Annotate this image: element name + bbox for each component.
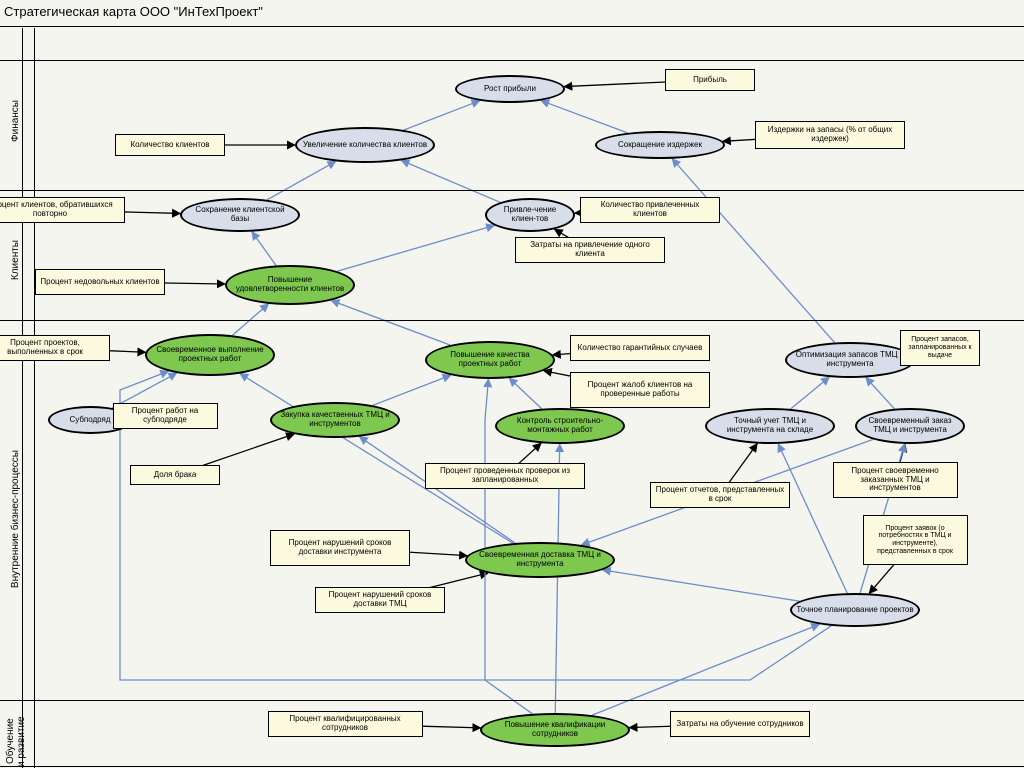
edge [331,300,450,345]
goal-n_retain: Сохранение клиентской базы [180,198,300,232]
kpi-r_request: Процент заявок (о потребностях в ТМЦ и и… [863,515,968,565]
kpi-r_checks: Процент проведенных проверок из запланир… [425,463,585,489]
strategy-map: Стратегическая карта ООО "ИнТехПроект" Ф… [0,0,1024,768]
swimlane-line [0,190,1024,191]
kpi-r_stockplan: Процент запасов, запланированных к выдач… [900,330,980,366]
kpi-r_training: Затраты на обучение сотрудников [670,711,810,737]
goal-n_delivery: Своевременная доставка ТМЦ и инструмента [465,542,615,578]
edge [592,624,819,715]
edge [240,374,513,544]
goal-n_stock: Точный учет ТМЦ и инструмента на складе [705,408,835,444]
edge [900,444,905,462]
kpi-r_costcl: Затраты на привлечение одного клиента [515,237,665,263]
edge [723,139,759,141]
edge [629,726,671,727]
edge [337,225,494,271]
kpi-r_profit: Прибыль [665,69,755,91]
kpi-r_sub: Процент работ на субподряде [113,403,218,429]
goal-n_ontime: Своевременное выполнение проектных работ [145,334,275,376]
edge [519,443,541,463]
perspective-p1: Финансы [10,100,21,142]
page-title: Стратегическая карта ООО "ИнТехПроект" [4,4,263,19]
goal-n_order: Своевременный заказ ТМЦ и инструмента [855,408,965,444]
goal-n_control: Контроль строительно-монтажных работ [495,408,625,444]
goal-n_costs: Сокращение издержек [595,131,725,159]
goal-n_purchq: Закупка качественных ТМЦ и инструментов [270,402,400,438]
edge [359,437,515,543]
kpi-r_defect: Доля брака [130,465,220,485]
goal-n_attract: Привле-чение клиен-тов [485,198,575,232]
edge [267,161,336,199]
swimlane-line [0,60,1024,61]
edge [869,563,895,593]
perspective-p3: Внутренние бизнес-процессы [10,450,21,588]
edge [124,212,180,213]
goal-n_quality: Повышение качества проектных работ [425,341,555,379]
column-line [22,28,23,768]
kpi-r_nclients: Количество клиентов [115,134,225,156]
kpi-r_unhappy: Процент недовольных клиентов [35,269,165,295]
kpi-r_ontime: Процент проектов, выполненных в срок [0,335,110,361]
edge [252,232,276,266]
kpi-r_newcl: Количество привлеченных клиентов [580,197,720,223]
edge [373,375,451,405]
edge [672,159,834,343]
swimlane-line [0,320,1024,321]
kpi-r_complain: Процент жалоб клиентов на проверенные ра… [570,372,710,408]
kpi-r_ordered: Процент своевременно заказанных ТМЦ и ин… [833,462,958,498]
kpi-r_deltool: Процент нарушений сроков доставки инстру… [270,530,410,566]
edge [791,377,830,409]
goal-n_clients: Увеличение количества клиентов [295,127,435,163]
goal-n_satisf: Повышение удовлетворенности клиентов [225,265,355,305]
edge [199,434,294,467]
edge [165,283,225,284]
edges-layer [0,0,1024,768]
edge [404,101,480,130]
swimlane-line [0,26,1024,27]
goal-n_optstock: Оптимизация запасов ТМЦ и инструмента [785,342,915,378]
edge [509,378,541,409]
column-line [34,28,35,768]
kpi-r_warranty: Количество гарантийных случаев [570,335,710,361]
edge [603,570,800,601]
swimlane-line [0,700,1024,701]
kpi-r_reports: Процент отчетов, представленных в срок [650,482,790,508]
swimlane-line [0,766,1024,767]
perspective-p4: Обучение и развитие [5,715,27,768]
edge [408,552,467,556]
edge [866,377,894,408]
edge [541,101,628,133]
edge [421,726,480,728]
perspective-p2: Клиенты [10,240,21,280]
goal-n_qualif: Повышение квалификации сотрудников [480,713,630,747]
kpi-r_invcost: Издержки на запасы (% от общих издержек) [755,121,905,149]
edge [564,82,666,87]
kpi-r_deltmc: Процент нарушений сроков доставки ТМЦ [315,587,445,613]
kpi-r_repeat: Процент клиентов, обратившихся повторно [0,197,125,223]
goal-n_profit: Рост прибыли [455,75,565,103]
edge [729,444,757,482]
edge [109,351,146,353]
kpi-r_qualif: Процент квалифицированных сотрудников [268,711,423,737]
edge [401,160,500,202]
goal-n_plan: Точное планирование проектов [790,593,920,627]
